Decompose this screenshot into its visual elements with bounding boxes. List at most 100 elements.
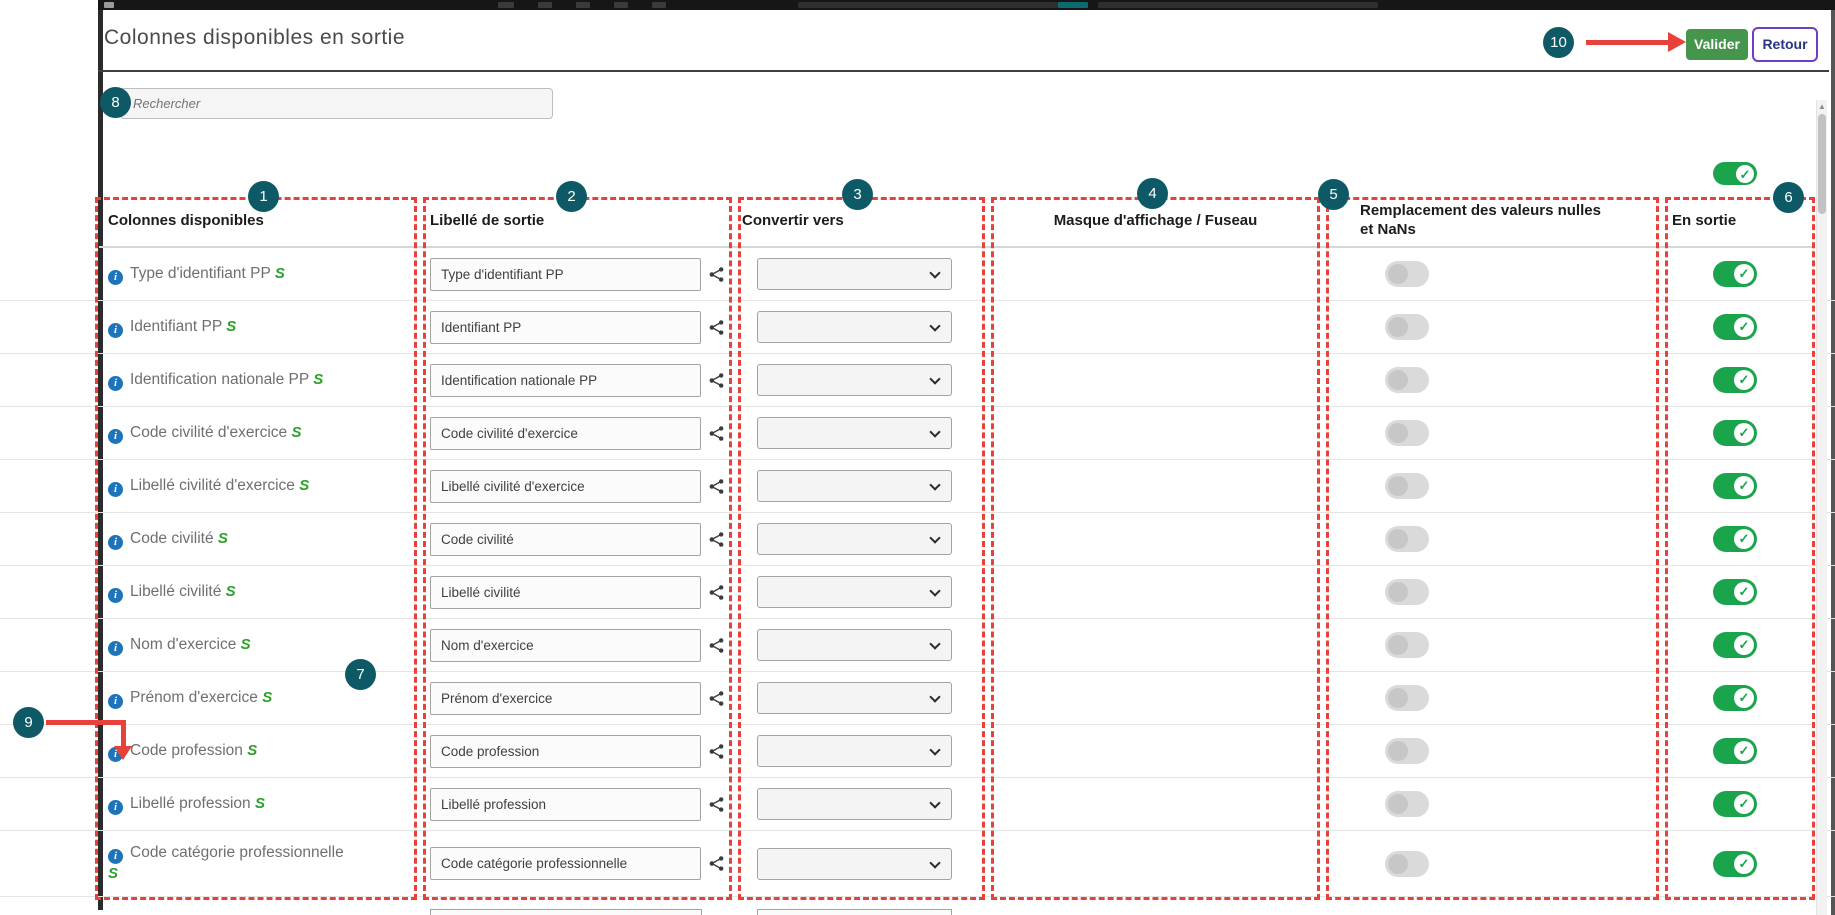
share-icon[interactable]	[708, 531, 725, 548]
convert-select[interactable]	[757, 364, 952, 396]
share-icon[interactable]	[708, 372, 725, 389]
scrollbar-up-icon[interactable]: ▲	[1818, 102, 1826, 111]
master-en-sortie-toggle[interactable]: ✓	[1713, 162, 1757, 185]
null-replacement-cell	[1385, 831, 1445, 896]
info-icon[interactable]: i	[108, 481, 123, 497]
null-replacement-toggle[interactable]	[1385, 632, 1429, 658]
en-sortie-toggle[interactable]: ✓	[1713, 850, 1757, 877]
null-replacement-toggle[interactable]	[1385, 367, 1429, 393]
info-icon[interactable]: i	[108, 799, 123, 815]
output-label-input[interactable]	[430, 628, 701, 662]
null-replacement-cell	[1385, 407, 1445, 459]
output-label-input[interactable]	[430, 575, 701, 609]
info-icon[interactable]: i	[108, 534, 123, 550]
source-flag: S	[274, 264, 285, 282]
en-sortie-cell: ✓	[1713, 831, 1773, 896]
info-icon[interactable]: i	[108, 269, 123, 285]
en-sortie-toggle[interactable]: ✓	[1713, 526, 1757, 552]
en-sortie-cell: ✓	[1713, 354, 1773, 406]
null-replacement-toggle[interactable]	[1385, 526, 1429, 552]
output-label-input[interactable]	[430, 522, 701, 556]
en-sortie-toggle[interactable]: ✓	[1713, 632, 1757, 658]
column-label: Prénom d'exercice	[130, 688, 258, 706]
null-replacement-toggle[interactable]	[1385, 791, 1429, 817]
share-icon[interactable]	[708, 319, 725, 336]
convert-select[interactable]	[757, 470, 952, 502]
partial-next-row-select[interactable]	[757, 909, 952, 915]
convert-select[interactable]	[757, 629, 952, 661]
convert-select[interactable]	[757, 311, 952, 343]
convert-select[interactable]	[757, 788, 952, 820]
share-icon[interactable]	[708, 425, 725, 442]
output-label-input[interactable]	[430, 310, 701, 344]
info-icon[interactable]: i	[108, 428, 123, 444]
output-label-input[interactable]	[430, 787, 701, 821]
null-replacement-cell	[1385, 301, 1445, 353]
info-icon[interactable]: i	[108, 587, 123, 603]
share-icon[interactable]	[708, 584, 725, 601]
convert-select[interactable]	[757, 417, 952, 449]
null-replacement-toggle[interactable]	[1385, 420, 1429, 446]
en-sortie-cell: ✓	[1713, 301, 1773, 353]
background-text	[798, 2, 1058, 8]
convert-select[interactable]	[757, 735, 952, 767]
null-replacement-cell	[1385, 619, 1445, 671]
annotation-badge-6: 6	[1773, 182, 1804, 213]
valider-button[interactable]: Valider	[1686, 29, 1748, 60]
convert-select[interactable]	[757, 847, 952, 880]
output-label-cell	[430, 513, 725, 565]
null-replacement-toggle[interactable]	[1385, 579, 1429, 605]
null-replacement-toggle[interactable]	[1385, 314, 1429, 340]
en-sortie-toggle[interactable]: ✓	[1713, 791, 1757, 817]
share-icon[interactable]	[708, 743, 725, 760]
output-label-input[interactable]	[430, 681, 701, 715]
share-icon[interactable]	[708, 266, 725, 283]
output-label-input[interactable]	[430, 416, 701, 450]
retour-button[interactable]: Retour	[1752, 27, 1818, 62]
convert-cell	[757, 672, 953, 724]
check-icon: ✓	[1734, 741, 1754, 761]
available-column-cell: i Prénom d'exercice S	[108, 672, 356, 724]
info-icon[interactable]: i	[108, 640, 123, 656]
null-replacement-toggle[interactable]	[1385, 685, 1429, 711]
info-icon[interactable]: i	[108, 849, 123, 864]
convert-cell	[757, 831, 953, 896]
output-label-input[interactable]	[430, 257, 701, 291]
info-icon[interactable]: i	[108, 375, 123, 391]
output-label-input[interactable]	[430, 734, 701, 768]
scrollbar-thumb[interactable]	[1818, 114, 1826, 214]
null-replacement-toggle[interactable]	[1385, 261, 1429, 287]
output-label-input[interactable]	[430, 469, 701, 503]
en-sortie-toggle[interactable]: ✓	[1713, 738, 1757, 764]
en-sortie-toggle[interactable]: ✓	[1713, 579, 1757, 605]
en-sortie-toggle[interactable]: ✓	[1713, 261, 1757, 287]
search-input[interactable]	[120, 88, 553, 119]
null-replacement-toggle[interactable]	[1385, 738, 1429, 764]
partial-next-row-input[interactable]	[430, 909, 702, 915]
info-icon[interactable]: i	[108, 693, 123, 709]
share-icon[interactable]	[708, 855, 725, 872]
share-icon[interactable]	[708, 478, 725, 495]
background-icon	[576, 2, 590, 8]
table-row: i Libellé civilité d'exercice S ✓	[0, 460, 1835, 513]
null-replacement-toggle[interactable]	[1385, 850, 1429, 877]
share-icon[interactable]	[708, 796, 725, 813]
en-sortie-toggle[interactable]: ✓	[1713, 367, 1757, 393]
convert-select[interactable]	[757, 523, 952, 555]
null-replacement-toggle[interactable]	[1385, 473, 1429, 499]
output-label-input[interactable]	[430, 847, 701, 880]
en-sortie-toggle[interactable]: ✓	[1713, 314, 1757, 340]
info-icon[interactable]: i	[108, 322, 123, 338]
output-label-input[interactable]	[430, 363, 701, 397]
en-sortie-toggle[interactable]: ✓	[1713, 685, 1757, 711]
convert-select[interactable]	[757, 258, 952, 290]
table-row: i Type d'identifiant PP S ✓	[0, 248, 1835, 301]
convert-select[interactable]	[757, 682, 952, 714]
en-sortie-toggle[interactable]: ✓	[1713, 420, 1757, 446]
scrollbar-track[interactable]	[1816, 100, 1827, 915]
en-sortie-toggle[interactable]: ✓	[1713, 473, 1757, 499]
convert-select[interactable]	[757, 576, 952, 608]
share-icon[interactable]	[708, 637, 725, 654]
share-icon[interactable]	[708, 690, 725, 707]
